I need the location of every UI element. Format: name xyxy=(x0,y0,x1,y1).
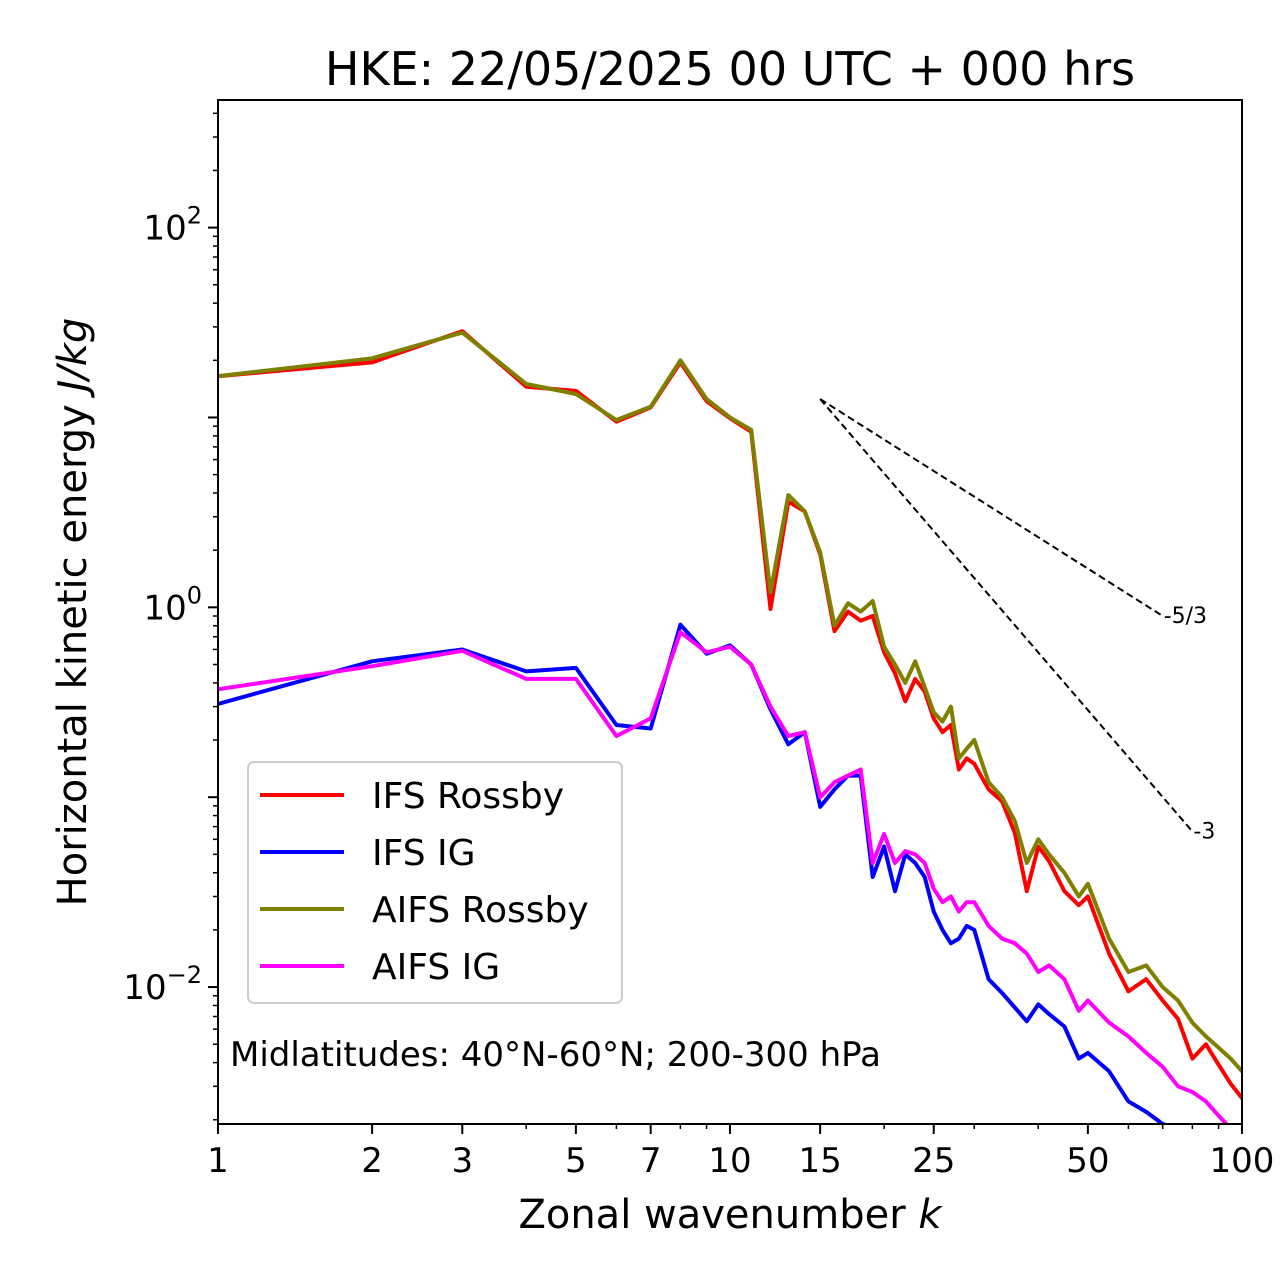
y-tick-exponent: −2 xyxy=(167,961,202,989)
x-tick-label: 1 xyxy=(207,1141,229,1181)
y-tick-base: 10 xyxy=(123,968,166,1008)
legend: IFS Rossby IFS IG AIFS Rossby AIFS IG xyxy=(247,761,623,1004)
y-tick-base: 10 xyxy=(143,588,186,628)
x-tick-label: 50 xyxy=(1066,1141,1109,1181)
x-axis-label-text: Zonal wavenumber xyxy=(518,1192,906,1238)
x-tick-label: 25 xyxy=(912,1141,955,1181)
y-tick-base: 10 xyxy=(143,209,186,249)
region-annotation: Midlatitudes: 40°N-60°N; 200-300 hPa xyxy=(230,1035,881,1075)
reference-slope-layer: -5/3 -3 xyxy=(819,398,1215,844)
x-axis: 1 2 3 5 7 10 15 25 50 100 xyxy=(207,1124,1274,1181)
y-axis-label-text: Horizontal kinetic energy xyxy=(50,404,96,906)
x-axis-label-variable: k xyxy=(918,1192,943,1238)
x-tick-label: 10 xyxy=(708,1141,751,1181)
x-tick-label: 5 xyxy=(565,1141,587,1181)
plot-frame xyxy=(217,99,1243,1125)
legend-label-aifs-rossby: AIFS Rossby xyxy=(372,890,589,931)
legend-label-aifs-ig: AIFS IG xyxy=(372,947,500,988)
chart-title: HKE: 22/05/2025 00 UTC + 000 hrs xyxy=(325,42,1135,96)
reference-slope-label: -5/3 xyxy=(1164,604,1207,629)
x-tick-label: 3 xyxy=(451,1141,473,1181)
y-tick-label: 102 xyxy=(143,202,202,249)
y-axis-label-unit: J/kg xyxy=(50,318,96,399)
y-tick-label: 10−2 xyxy=(123,961,202,1008)
legend-items: IFS Rossby IFS IG AIFS Rossby AIFS IG xyxy=(260,776,589,988)
x-tick-label: 15 xyxy=(799,1141,842,1181)
series-line-aifs-rossby xyxy=(218,330,1242,1074)
legend-label-ifs-ig: IFS IG xyxy=(372,833,476,874)
reference-slope-line xyxy=(819,398,1194,833)
legend-box xyxy=(247,761,623,1004)
x-tick-label: 7 xyxy=(640,1141,662,1181)
x-tick-label: 2 xyxy=(361,1141,383,1181)
x-axis-label: Zonal wavenumber k xyxy=(518,1192,943,1238)
y-tick-exponent: 0 xyxy=(187,581,202,609)
legend-label-ifs-rossby: IFS Rossby xyxy=(372,776,564,817)
reference-slope-line xyxy=(819,398,1164,617)
y-tick-label: 100 xyxy=(143,581,202,628)
y-tick-exponent: 2 xyxy=(187,202,202,230)
series-layer xyxy=(218,329,1242,1124)
reference-slope-label: -3 xyxy=(1193,819,1215,844)
x-tick-label: 100 xyxy=(1210,1141,1275,1181)
y-axis-label: Horizontal kinetic energy J/kg xyxy=(50,318,96,907)
series-line-aifs-ig xyxy=(218,630,1230,1124)
